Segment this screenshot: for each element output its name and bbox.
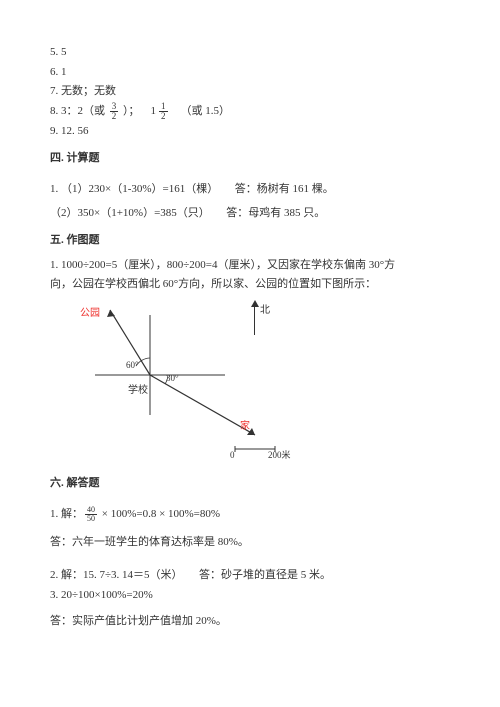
s5-p2: 向，公园在学校西偏北 60°方向，所以家、公园的位置如下图所示： [50,275,450,294]
home-label: 家 [240,418,250,435]
north-arrow: 北 [250,300,259,335]
s6-p1-prefix: 1. 解： [50,508,83,520]
school-label: 学校 [128,382,148,399]
frac-den: 2 [159,112,168,121]
answer-5: 5. 5 [50,43,450,62]
angle-60-label: 60° [126,358,139,373]
diagram-svg [80,300,310,460]
scale-end: 200米 [268,448,291,463]
mixed-fraction: 1 1 2 [151,102,170,121]
geometry-diagram: 北 公园 学校 家 60° 30° 0 200米 [80,300,310,460]
a8-mid: ）； [123,105,140,117]
answer-8: 8. 3：2（或 3 2 ）； 1 1 2 （或 1.5） [50,102,450,121]
s4-p1: 1. （1）230×（1-30%）=161（棵） 答：杨树有 161 棵。 [50,180,450,199]
section-6-title: 六. 解答题 [50,474,450,493]
a8-suffix: （或 1.5） [181,105,231,117]
mixed-whole: 1 [151,102,157,121]
s6-p1: 1. 解： 40 50 × 100%=0.8 × 100%=80% [50,505,450,524]
park-label: 公园 [80,305,100,322]
section-5-title: 五. 作图题 [50,231,450,250]
s6-p4: 3. 20÷100×100%=20% [50,586,450,605]
north-label: 北 [260,302,270,319]
scale-zero: 0 [230,448,235,463]
s5-p1: 1. 1000÷200=5（厘米），800÷200=4（厘米），又因家在学校东偏… [50,256,450,275]
angle-30-label: 30° [166,371,179,386]
section-4-title: 四. 计算题 [50,149,450,168]
frac-den: 2 [110,112,119,121]
s6-p1-suffix: × 100%=0.8 × 100%=80% [99,508,220,520]
frac-den: 50 [85,515,97,523]
fraction-1-2: 1 2 [159,102,168,121]
s6-p2: 答：六年一班学生的体育达标率是 80%。 [50,533,450,552]
answer-9: 9. 12. 56 [50,122,450,141]
fraction-3-2: 3 2 [110,102,119,121]
s6-p3: 2. 解：15. 7÷3. 14＝5（米） 答：砂子堆的直径是 5 米。 [50,566,450,585]
s6-p5: 答：实际产值比计划产值增加 20%。 [50,612,450,631]
answer-6: 6. 1 [50,63,450,82]
arrow-stem [254,307,255,335]
fraction-40-50: 40 50 [85,506,97,523]
a8-prefix: 8. 3：2（或 [50,105,105,117]
answer-7: 7. 无数；无数 [50,82,450,101]
arrow-head-icon [251,300,259,307]
s4-p2: （2）350×（1+10%）=385（只） 答：母鸡有 385 只。 [50,204,450,223]
